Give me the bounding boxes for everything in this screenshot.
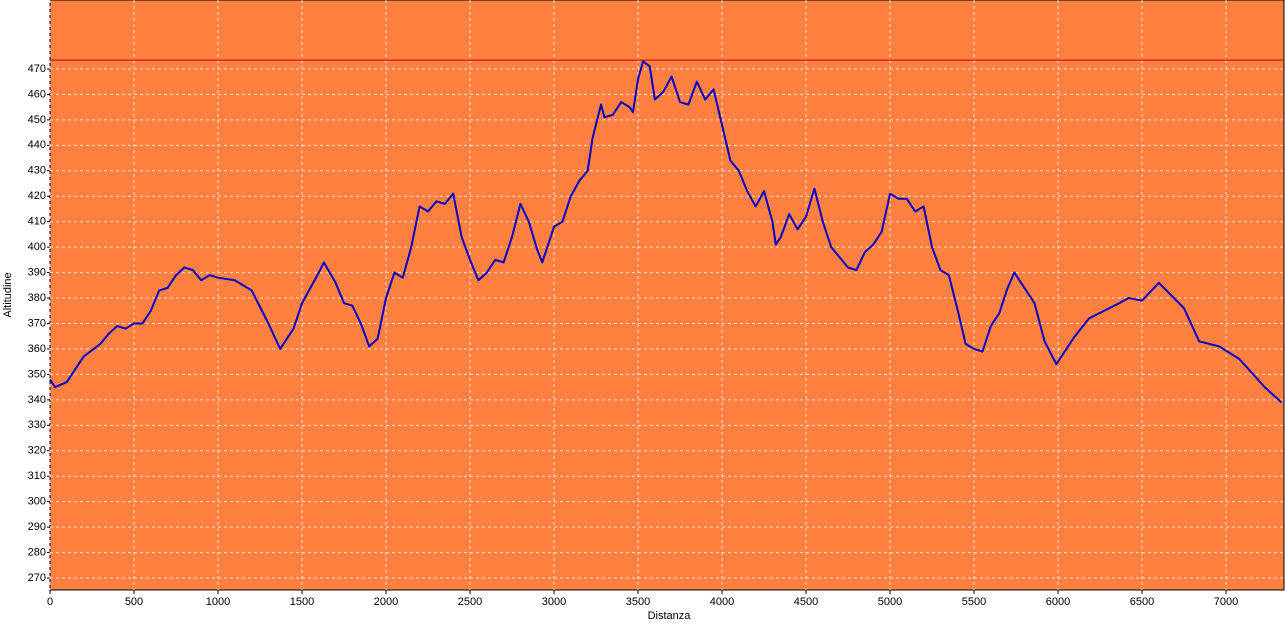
x-tick-label: 5500 bbox=[962, 596, 986, 608]
x-tick-label: 4000 bbox=[710, 596, 734, 608]
y-tick-label: 420 bbox=[28, 190, 46, 202]
y-tick-label: 380 bbox=[28, 292, 46, 304]
x-tick-label: 6000 bbox=[1046, 596, 1070, 608]
x-tick-label: 1000 bbox=[206, 596, 230, 608]
line-series bbox=[49, 60, 1283, 404]
y-tick-label: 410 bbox=[28, 216, 46, 228]
x-tick-label: 3500 bbox=[626, 596, 650, 608]
y-tick-label: 310 bbox=[28, 470, 46, 482]
y-tick-label: 270 bbox=[28, 572, 46, 584]
y-tick-label: 340 bbox=[28, 394, 46, 406]
x-tick-label: 4500 bbox=[794, 596, 818, 608]
y-tick-label: 470 bbox=[28, 63, 46, 75]
y-tick-label: 360 bbox=[28, 343, 46, 355]
y-tick-label: 280 bbox=[28, 546, 46, 558]
x-tick-label: 6500 bbox=[1130, 596, 1154, 608]
x-tick-label: 5000 bbox=[878, 596, 902, 608]
y-tick-label: 290 bbox=[28, 521, 46, 533]
x-tick-label: 0 bbox=[47, 596, 53, 608]
y-tick-label: 300 bbox=[28, 496, 46, 508]
x-tick-label: 2000 bbox=[374, 596, 398, 608]
y-tick-label: 350 bbox=[28, 368, 46, 380]
x-tick-label: 7000 bbox=[1214, 596, 1238, 608]
y-tick-label: 370 bbox=[28, 317, 46, 329]
y-axis-title: Altitudine bbox=[2, 272, 14, 317]
y-tick-label: 330 bbox=[28, 419, 46, 431]
x-tick-label: 2500 bbox=[458, 596, 482, 608]
y-tick-label: 460 bbox=[28, 88, 46, 100]
y-tick-label: 390 bbox=[28, 267, 46, 279]
y-tick-label: 440 bbox=[28, 139, 46, 151]
x-axis-title: Distanza bbox=[648, 610, 692, 622]
x-tick-label: 500 bbox=[125, 596, 143, 608]
y-tick-label: 400 bbox=[28, 241, 46, 253]
y-tick-label: 450 bbox=[28, 114, 46, 126]
y-tick-label: 320 bbox=[28, 445, 46, 457]
x-tick-label: 1500 bbox=[290, 596, 314, 608]
x-tick-label: 3000 bbox=[542, 596, 566, 608]
plot-area bbox=[49, 0, 1285, 591]
y-tick-label: 430 bbox=[28, 165, 46, 177]
